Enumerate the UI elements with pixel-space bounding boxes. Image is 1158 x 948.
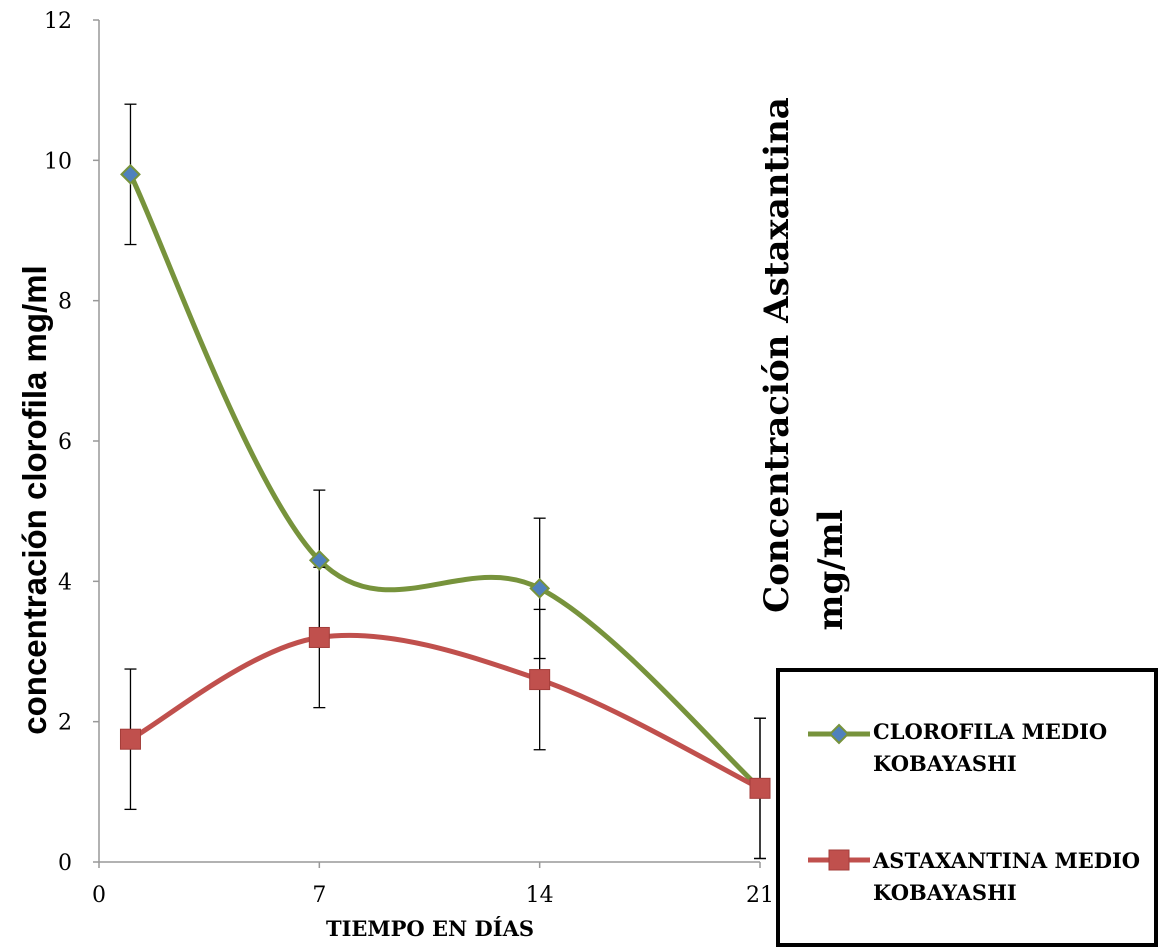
- y-tick-labels: 0 2 4 6 8 10 12: [44, 9, 99, 876]
- series-layer: [119, 103, 771, 860]
- legend-items: [808, 723, 870, 871]
- y-axis-label-right-line1: Concentración Astaxantina: [757, 97, 797, 613]
- legend: CLOROFILA MEDIO KOBAYASHI ASTAXANTINA ME…: [776, 668, 1158, 947]
- x-axis-label: TIEMPO EN DÍAS: [326, 916, 534, 941]
- legend-label-clorofila-line1: CLOROFILA MEDIO: [873, 719, 1107, 744]
- x-tick-label: 0: [92, 883, 106, 908]
- y-tick-label: 6: [58, 430, 72, 455]
- series-line-clorofila: [127, 171, 763, 791]
- x-tick-label: 21: [746, 883, 774, 908]
- x-tick-label: 7: [312, 883, 326, 908]
- y-tick-label: 12: [44, 9, 72, 34]
- series-line-astaxantina: [127, 632, 763, 791]
- data-point-clorofila: [529, 577, 551, 599]
- x-tick-labels: 0 7 14 21: [92, 862, 774, 908]
- data-point-clorofila: [120, 163, 141, 185]
- y-tick-label: 10: [44, 149, 72, 174]
- legend-label-astaxantina-line1: ASTAXANTINA MEDIO: [872, 848, 1140, 873]
- legend-box: [776, 668, 1158, 947]
- legend-label-clorofila-line2: KOBAYASHI: [873, 751, 1017, 776]
- data-point-astaxantina: [119, 728, 141, 750]
- data-point-astaxantina: [308, 626, 330, 648]
- legend-swatch-marker-clorofila: [828, 723, 850, 745]
- y-axis-label-left: concentración clorofila mg/ml: [16, 265, 53, 734]
- y-tick-label: 2: [58, 711, 72, 736]
- data-point-astaxantina: [749, 777, 771, 799]
- series-markers: [119, 163, 771, 799]
- data-point-clorofila: [308, 549, 330, 571]
- data-point-astaxantina: [529, 669, 551, 691]
- series-lines: [127, 171, 763, 791]
- legend-label-astaxantina-line2: KOBAYASHI: [873, 880, 1017, 905]
- x-tick-label: 14: [526, 883, 554, 908]
- y-tick-label: 0: [58, 851, 72, 876]
- legend-swatch-marker-astaxantina: [828, 849, 850, 871]
- y-tick-label: 8: [58, 290, 72, 315]
- y-tick-label: 4: [58, 570, 72, 595]
- y-axis-label-right-line2: mg/ml: [811, 509, 851, 630]
- error-bars: [124, 103, 766, 860]
